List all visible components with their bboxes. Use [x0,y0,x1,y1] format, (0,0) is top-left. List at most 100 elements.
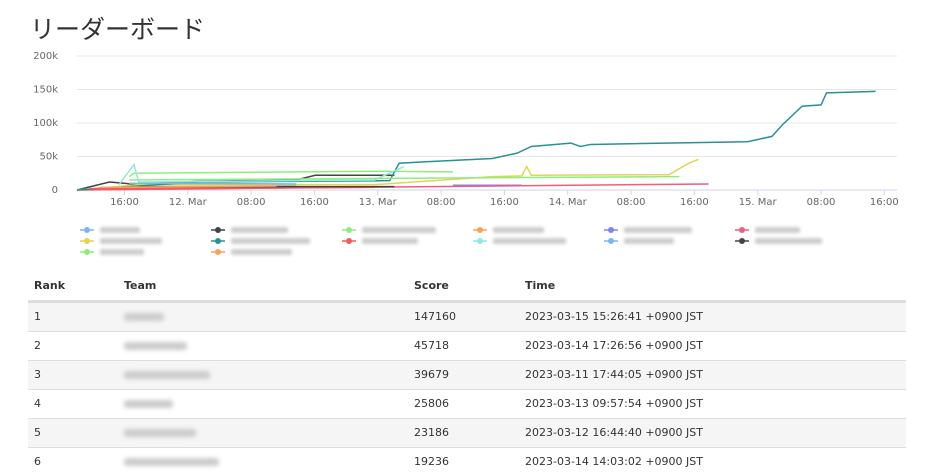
table-cell: 5 [34,426,41,439]
team-name-blur [124,342,187,350]
legend-label-blur [624,238,674,244]
legend-item [80,227,140,233]
team-name-blur [124,458,219,466]
legend-label-blur [755,238,822,244]
legend-marker [739,227,745,233]
table-cell: 147160 [414,310,456,323]
series-line [99,185,277,189]
chart: 0 50k 100k 150k 200k 16:00 12. Mar 08:00 16:00 13… [33,51,899,255]
header-cell: Rank [34,279,66,292]
table-row: 3 39679 2023-03-11 17:44:05 +0900 JST [28,360,906,389]
x-tick-label: 08:00 [807,197,836,208]
table-row: 4 25806 2023-03-13 09:57:54 +0900 JST [28,389,906,418]
header-cell: Time [525,279,556,292]
header-cell: Score [414,279,449,292]
series-line [129,175,680,181]
page-title: リーダーボード [30,15,206,44]
table-cell: 45718 [414,339,449,352]
legend-item [473,227,544,233]
series-line [118,162,405,186]
team-name-blur [124,371,210,379]
y-tick-label: 50k [39,152,58,163]
legend-marker [215,238,221,244]
x-tick-label: 08:00 [617,197,646,208]
legend-marker [215,249,221,255]
table-cell: 19236 [414,455,449,468]
x-tick-label: 16:00 [110,197,139,208]
legend-marker [215,227,221,233]
legend-item [80,249,144,255]
x-tick-label: 16:00 [680,197,709,208]
page: リーダーボード 0 50k 100k 150k 200k 16:00 12. Mar 08:0… [28,15,906,468]
table-cell: 6 [34,455,41,468]
table-header: Rank Team Score Time [28,272,906,302]
legend-marker [346,227,352,233]
table-row: 2 45718 2023-03-14 17:26:56 +0900 JST [28,331,906,360]
legend-item [473,238,566,244]
table-cell: 1 [34,310,41,323]
legend-label-blur [100,249,144,255]
table-cell: 25806 [414,397,449,410]
team-name-blur [124,429,196,437]
table-row: 6 19236 2023-03-14 14:03:02 +0900 JST [28,447,906,476]
legend-label-blur [493,238,566,244]
legend-marker [346,238,352,244]
x-tick-label: 16:00 [490,197,519,208]
y-tick-label: 200k [33,51,58,62]
table-cell: 2023-03-14 17:26:56 +0900 JST [525,339,703,352]
leaderboard-table: Rank Team Score Time 1 147160 2023-03-15 15:26… [28,272,906,476]
legend-label-blur [100,238,162,244]
legend-item [342,238,418,244]
legend-label-blur [231,249,292,255]
legend-marker [608,227,614,233]
y-tick-label: 0 [52,185,58,196]
legend-item [342,227,436,233]
legend-label-blur [493,227,544,233]
table-cell: 2023-03-11 17:44:05 +0900 JST [525,368,703,381]
series-line [128,170,453,178]
legend-marker [739,238,745,244]
table-row: 1 147160 2023-03-15 15:26:41 +0900 JST [28,302,906,331]
y-tick-label: 100k [33,118,58,129]
legend-label-blur [362,227,436,233]
legend-label-blur [231,227,288,233]
series-line [76,158,699,191]
legend-item [211,249,292,255]
table-cell: 2023-03-13 09:57:54 +0900 JST [525,397,703,410]
table-cell: 2023-03-14 14:03:02 +0900 JST [525,455,703,468]
legend-label-blur [624,227,692,233]
table-cell: 2 [34,339,41,352]
legend-item [735,227,800,233]
series-line [76,90,876,191]
series-line [129,182,297,185]
legend-item [211,227,288,233]
legend-item [735,238,822,244]
x-tick-label: 08:00 [427,197,456,208]
legend-marker [608,238,614,244]
x-tick-label: 12. Mar [169,197,208,208]
legend-label-blur [362,238,418,244]
series-line [89,186,375,190]
header-cell: Team [124,279,157,292]
table-cell: 3 [34,368,41,381]
legend-marker [84,238,90,244]
x-tick-label: 16:00 [300,197,329,208]
legend-marker [84,227,90,233]
x-tick-label: 16:00 [870,197,899,208]
legend-marker [84,249,90,255]
x-tick-label: 14. Mar [549,197,588,208]
table-cell: 2023-03-12 16:44:40 +0900 JST [525,426,703,439]
legend-marker [477,227,483,233]
table-cell: 23186 [414,426,449,439]
x-tick-label: 15. Mar [739,197,778,208]
x-tick-label: 08:00 [237,197,266,208]
legend-label-blur [755,227,800,233]
legend-marker [477,238,483,244]
legend-item [604,238,674,244]
table-cell: 4 [34,397,41,410]
legend-item [604,227,692,233]
table-row: 5 23186 2023-03-12 16:44:40 +0900 JST [28,418,906,447]
team-name-blur [124,400,173,408]
x-tick-label: 13. Mar [359,197,398,208]
legend-label-blur [231,238,310,244]
